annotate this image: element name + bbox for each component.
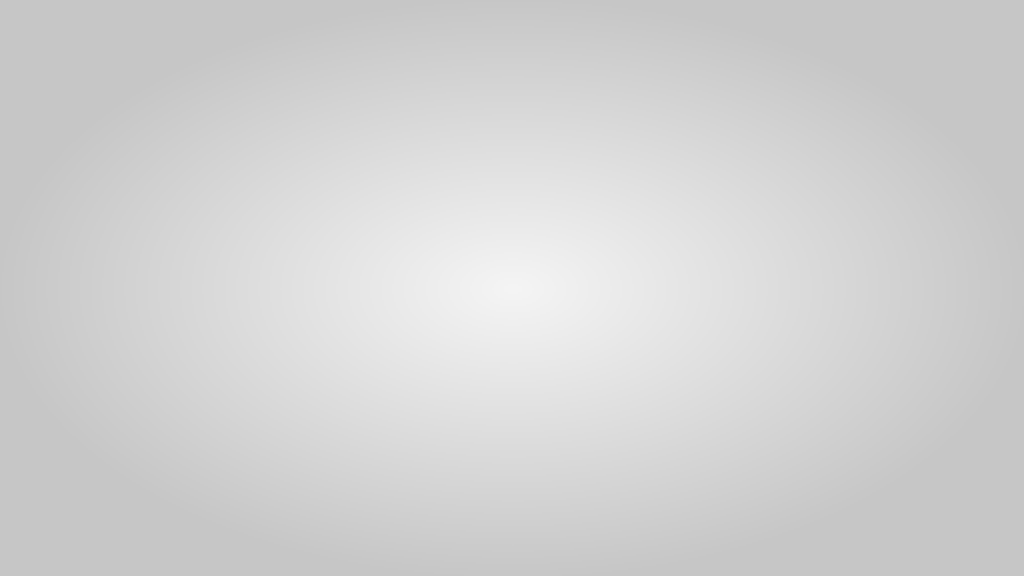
- Text: 1,114: 1,114: [756, 315, 800, 329]
- Legend: Velocity (fps): Velocity (fps): [458, 501, 587, 526]
- Text: 1,920: 1,920: [444, 195, 488, 209]
- Bar: [406, 185, 483, 472]
- Bar: [717, 306, 795, 472]
- Text: 2,350: 2,350: [133, 130, 177, 145]
- Bar: [872, 313, 950, 472]
- Bar: [250, 177, 328, 472]
- Bar: [94, 122, 172, 472]
- Text: 1,070: 1,070: [911, 321, 955, 335]
- Text: 1,477: 1,477: [600, 261, 644, 275]
- Text: 1,980: 1,980: [289, 185, 333, 200]
- Title: Revolver Varmint Calibers – Velocity (higher = flatter trajectory): Revolver Varmint Calibers – Velocity (hi…: [118, 36, 927, 56]
- Bar: [561, 252, 639, 472]
